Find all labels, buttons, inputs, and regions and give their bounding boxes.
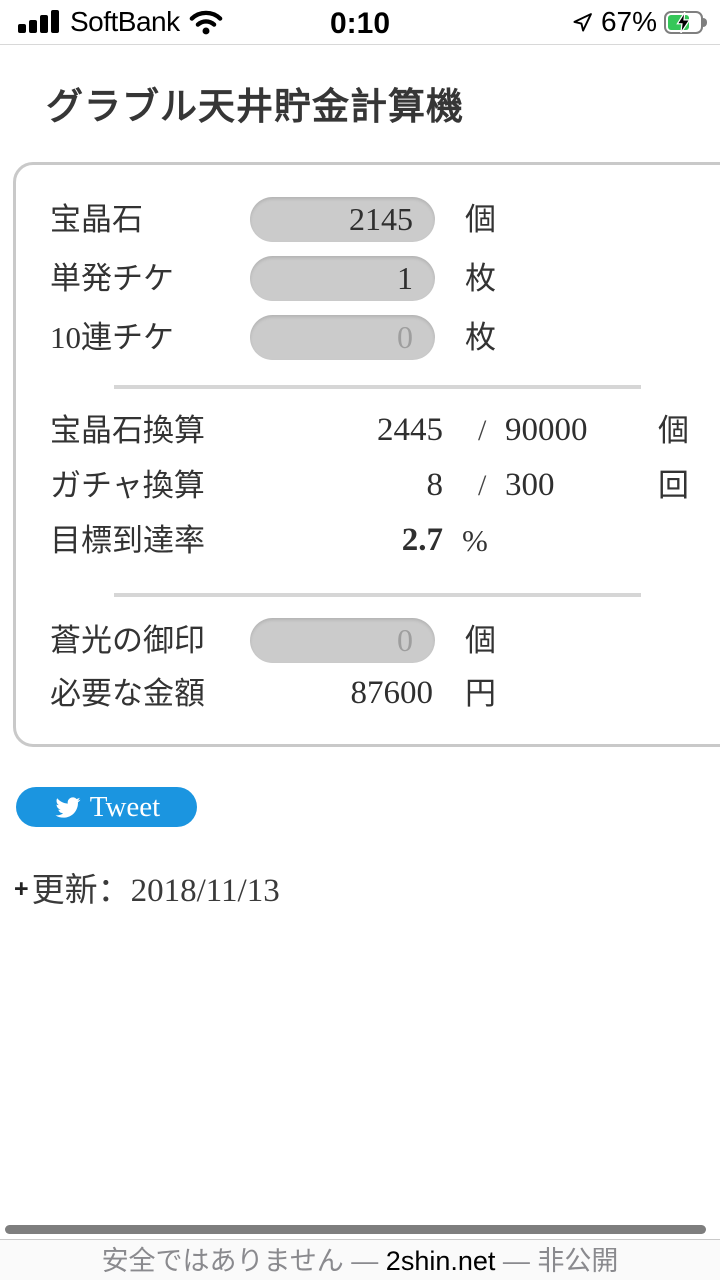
twitter-bird-icon: [55, 796, 81, 818]
status-bar: SoftBank 0:10 67%: [0, 0, 720, 44]
input-row: 10連チケ 枚: [16, 315, 716, 360]
result-slash: /: [478, 414, 487, 447]
result-row: 目標到達率 2.7 %: [16, 518, 716, 563]
separator-dash: —: [351, 1246, 379, 1276]
row-unit: %: [462, 523, 488, 558]
input-row: 蒼光の御印 個: [16, 618, 716, 663]
tweet-button[interactable]: Tweet: [16, 787, 197, 827]
row-label: 単発チケ: [50, 261, 174, 296]
status-right-group: 67%: [571, 0, 707, 44]
input-row: 単発チケ 枚: [16, 256, 716, 301]
result-slash: /: [478, 469, 487, 502]
result-row: 宝晶石換算 2445 / 90000 個: [16, 408, 716, 453]
row-label: 宝晶石: [50, 202, 143, 237]
row-label: 蒼光の御印: [50, 623, 205, 658]
row-unit: 回: [658, 468, 689, 503]
cellular-signal-icon: [18, 10, 59, 33]
browser-address-bar[interactable]: 安全ではありません — 2shin.net — 非公開: [0, 1239, 720, 1280]
plus-icon[interactable]: +: [14, 875, 29, 903]
row-label: 目標到達率: [50, 523, 205, 558]
ten-pull-ticket-input[interactable]: [250, 315, 435, 360]
location-arrow-icon: [573, 12, 592, 32]
battery-nub: [703, 17, 707, 27]
row-label: 必要な金額: [50, 676, 205, 711]
result-max: 300: [505, 467, 555, 503]
input-row: 宝晶石 個: [16, 197, 716, 242]
result-value: 87600: [350, 675, 434, 711]
row-label: 宝晶石換算: [50, 413, 205, 448]
separator-dash: —: [502, 1246, 530, 1276]
carrier-label: SoftBank: [70, 6, 180, 37]
status-time: 0:10: [329, 7, 391, 40]
charging-bolt-icon: [676, 11, 691, 33]
battery-icon: [664, 10, 707, 34]
row-unit: 円: [465, 676, 496, 711]
row-unit: 個: [465, 202, 496, 237]
update-date-text: 更新：2018/11/13: [31, 872, 280, 909]
result-row: 必要な金額 87600 円: [16, 671, 716, 716]
crystal-count-input[interactable]: [250, 197, 435, 242]
battery-percent: 67%: [600, 6, 657, 37]
row-label: 10連チケ: [50, 320, 174, 355]
row-unit: 枚: [465, 320, 496, 355]
row-unit: 個: [658, 413, 689, 448]
update-row[interactable]: + 更新：2018/11/13: [14, 864, 280, 909]
result-value: 8: [426, 467, 444, 503]
page-title: グラブル天井貯金計算機: [46, 87, 464, 128]
result-value: 2445: [377, 412, 443, 448]
status-bar-divider: [0, 44, 720, 45]
calculator-card: 宝晶石 個 単発チケ 枚 10連チケ 枚 宝晶石換算 2445 / 90000 …: [13, 162, 720, 747]
result-value: 2.7: [401, 522, 443, 558]
status-left-group: SoftBank: [18, 0, 224, 44]
result-row: ガチャ換算 8 / 300 回: [16, 463, 716, 508]
section-divider: [114, 385, 641, 389]
privacy-label: 非公開: [537, 1246, 619, 1276]
horizontal-scrollbar[interactable]: [5, 1225, 706, 1234]
domain-label: 2shin.net: [385, 1246, 496, 1276]
row-unit: 枚: [465, 261, 496, 296]
security-label: 安全ではありません: [101, 1246, 344, 1276]
section-divider: [114, 593, 641, 597]
row-label: ガチャ換算: [50, 468, 205, 503]
wifi-icon: [189, 10, 222, 35]
tweet-button-label: Tweet: [89, 790, 161, 823]
result-max: 90000: [505, 412, 588, 448]
blue-sigil-input[interactable]: [250, 618, 435, 663]
single-ticket-input[interactable]: [250, 256, 435, 301]
row-unit: 個: [465, 623, 496, 658]
